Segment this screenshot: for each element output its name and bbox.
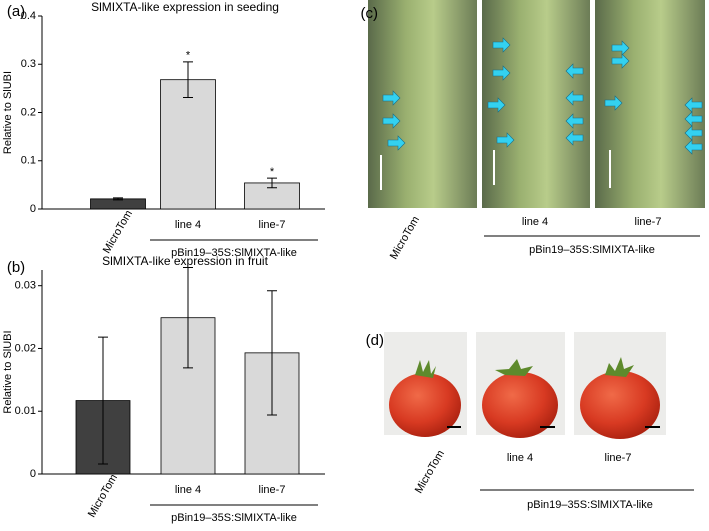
panel-label: (b) <box>7 259 25 276</box>
group-label: pBin19–35S:SlMIXTA-like <box>529 244 655 256</box>
error-bar <box>183 61 193 99</box>
panel-label: (d) <box>366 332 384 349</box>
error-bar <box>98 336 108 465</box>
x-tick-label: MicroTom <box>86 472 120 519</box>
y-tick-label: 0 <box>30 203 36 215</box>
annotation: * <box>186 50 191 62</box>
bar <box>90 198 146 210</box>
caption: line-7 <box>605 452 632 464</box>
y-tick-label: 0.2 <box>21 106 36 118</box>
error-bar <box>267 177 277 189</box>
fruit-photos <box>384 332 666 439</box>
error-bar <box>267 290 277 416</box>
group-label: pBin19–35S:SlMIXTA-like <box>527 499 653 511</box>
chart-title: SlMIXTA-like expression in fruit <box>102 254 268 268</box>
x-tick-label: line 4 <box>175 219 201 231</box>
x-tick-label: line-7 <box>259 219 286 231</box>
y-tick-label: 0.02 <box>15 342 36 354</box>
annotation: * <box>270 166 275 178</box>
error-bar <box>183 266 193 369</box>
y-tick-label: 0.1 <box>21 155 36 167</box>
y-tick-label: 0.3 <box>21 58 36 70</box>
group-label: pBin19–35S:SlMIXTA-like <box>171 512 297 524</box>
x-tick-label: line-7 <box>259 484 286 496</box>
caption: line 4 <box>507 452 533 464</box>
stem-photos <box>368 0 705 208</box>
caption: MicroTom <box>388 214 422 261</box>
y-axis-label: Relative to SlUBI <box>2 71 14 154</box>
group-label: pBin19–35S:SlMIXTA-like <box>171 247 297 259</box>
y-tick-label: 0.4 <box>21 10 36 22</box>
y-axis-label: Relative to SlUBI <box>2 330 14 413</box>
caption: line-7 <box>635 216 662 228</box>
x-tick-label: line 4 <box>175 484 201 496</box>
caption: MicroTom <box>413 448 447 495</box>
y-tick-label: 0.01 <box>15 405 36 417</box>
y-tick-label: 0 <box>30 468 36 480</box>
y-tick-label: 0.03 <box>15 280 36 292</box>
panel-label: (a) <box>7 3 25 20</box>
error-bar <box>113 197 123 201</box>
chart-title: SlMIXTA-like expression in seeding <box>91 0 279 14</box>
panel-label: (c) <box>361 5 379 22</box>
x-tick-label: MicroTom <box>101 208 135 255</box>
caption: line 4 <box>522 216 548 228</box>
bar <box>160 79 216 210</box>
